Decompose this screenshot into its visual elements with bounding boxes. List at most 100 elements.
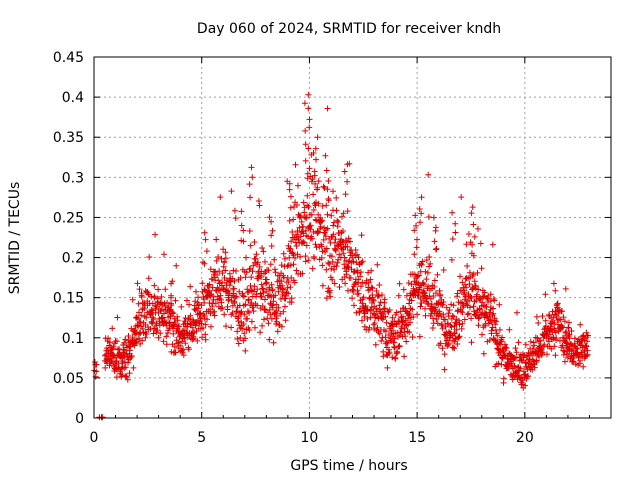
data-point (145, 275, 152, 282)
data-point (261, 316, 267, 323)
data-point (101, 352, 108, 359)
data-point (228, 324, 235, 331)
data-point (325, 259, 332, 266)
data-point (451, 323, 458, 330)
data-point (323, 245, 330, 252)
data-point (189, 336, 196, 343)
data-point (376, 330, 383, 337)
data-point-peak (452, 229, 459, 236)
data-point (448, 324, 455, 330)
data-point (232, 294, 239, 301)
data-point (566, 331, 573, 338)
data-point (434, 320, 441, 327)
data-point (179, 338, 185, 345)
data-point (401, 353, 408, 360)
data-point (308, 211, 315, 218)
data-point (216, 268, 223, 275)
data-point-peak (286, 180, 293, 187)
data-point (253, 251, 260, 258)
data-point (285, 279, 292, 285)
data-point (458, 325, 465, 332)
data-point (149, 314, 156, 321)
data-point (264, 315, 271, 322)
data-point (292, 161, 299, 168)
data-point (550, 314, 557, 321)
data-point (303, 214, 310, 221)
data-point (202, 321, 209, 328)
data-point-peak (324, 186, 331, 193)
data-point-peak (552, 287, 559, 294)
data-point (252, 255, 259, 262)
data-point (259, 303, 266, 309)
data-point (198, 320, 205, 327)
data-point (330, 222, 337, 229)
data-point (272, 269, 279, 276)
data-point (190, 335, 197, 342)
data-point (390, 323, 397, 330)
data-point (129, 335, 136, 341)
data-point (163, 333, 170, 340)
data-point (155, 334, 162, 341)
data-point (440, 267, 447, 273)
data-point (231, 300, 238, 306)
data-point (222, 267, 229, 274)
data-point (461, 289, 468, 296)
data-point-peak (302, 157, 309, 164)
data-point (476, 306, 483, 313)
data-point (109, 325, 116, 332)
data-point-peak (240, 238, 247, 245)
data-point-peak (433, 245, 440, 252)
data-point (280, 250, 287, 257)
data-point (286, 254, 293, 261)
data-point (350, 258, 357, 265)
data-point (312, 241, 319, 248)
data-point (364, 308, 371, 315)
data-point (300, 199, 307, 206)
data-point (511, 362, 518, 369)
data-point (262, 296, 268, 303)
data-point (365, 279, 372, 286)
data-point (466, 281, 473, 288)
data-point (169, 309, 176, 316)
data-point (199, 334, 206, 341)
data-point (457, 273, 463, 280)
data-point (489, 324, 496, 331)
data-point (551, 319, 558, 326)
data-point (542, 317, 549, 324)
data-point (443, 329, 450, 336)
data-point (289, 249, 296, 256)
data-point (272, 292, 279, 299)
data-point (525, 373, 532, 379)
data-point (291, 279, 298, 286)
data-point (428, 301, 435, 308)
data-point (417, 303, 424, 310)
data-point-zero (99, 414, 106, 421)
data-point (430, 293, 437, 299)
data-point (433, 290, 439, 297)
data-point (368, 284, 375, 291)
data-point (135, 315, 141, 322)
data-point (488, 330, 495, 337)
data-point (584, 332, 591, 339)
data-point (137, 340, 144, 347)
data-point (173, 262, 180, 269)
data-point (453, 326, 460, 333)
data-point-peak (563, 340, 570, 347)
data-point (409, 306, 416, 313)
data-point (478, 265, 485, 272)
data-point (269, 227, 276, 234)
data-point (321, 184, 328, 191)
data-point (326, 287, 333, 294)
data-point-peak (302, 141, 309, 148)
data-point (287, 245, 294, 252)
data-point-peak (305, 145, 312, 152)
data-point (206, 300, 213, 306)
data-point (353, 259, 360, 266)
data-point (221, 311, 228, 318)
data-point (454, 341, 461, 347)
data-point (310, 150, 317, 156)
data-point-peak (418, 194, 425, 201)
data-point (319, 217, 326, 224)
data-point (400, 286, 407, 293)
data-point-peak (449, 209, 456, 216)
